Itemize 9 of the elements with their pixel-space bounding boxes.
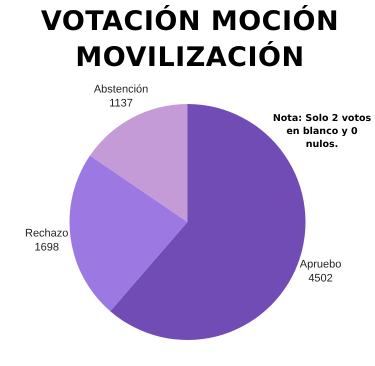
text: Nota: Solo 2 votos en blanco y 0 nulos.	[272, 112, 372, 151]
pie-slice	[70, 156, 188, 312]
chart-title: VOTACIÓN MOCIÓN MOVILIZACIÓN	[40, 4, 340, 75]
data-label: 1137	[109, 98, 133, 110]
slice-label: Rechazo	[24, 227, 68, 240]
slice-label: Apruebo	[300, 258, 342, 271]
data-label: 1698	[34, 241, 59, 254]
data-label: 4502	[308, 272, 333, 285]
slice-label: Abstención	[94, 84, 148, 96]
